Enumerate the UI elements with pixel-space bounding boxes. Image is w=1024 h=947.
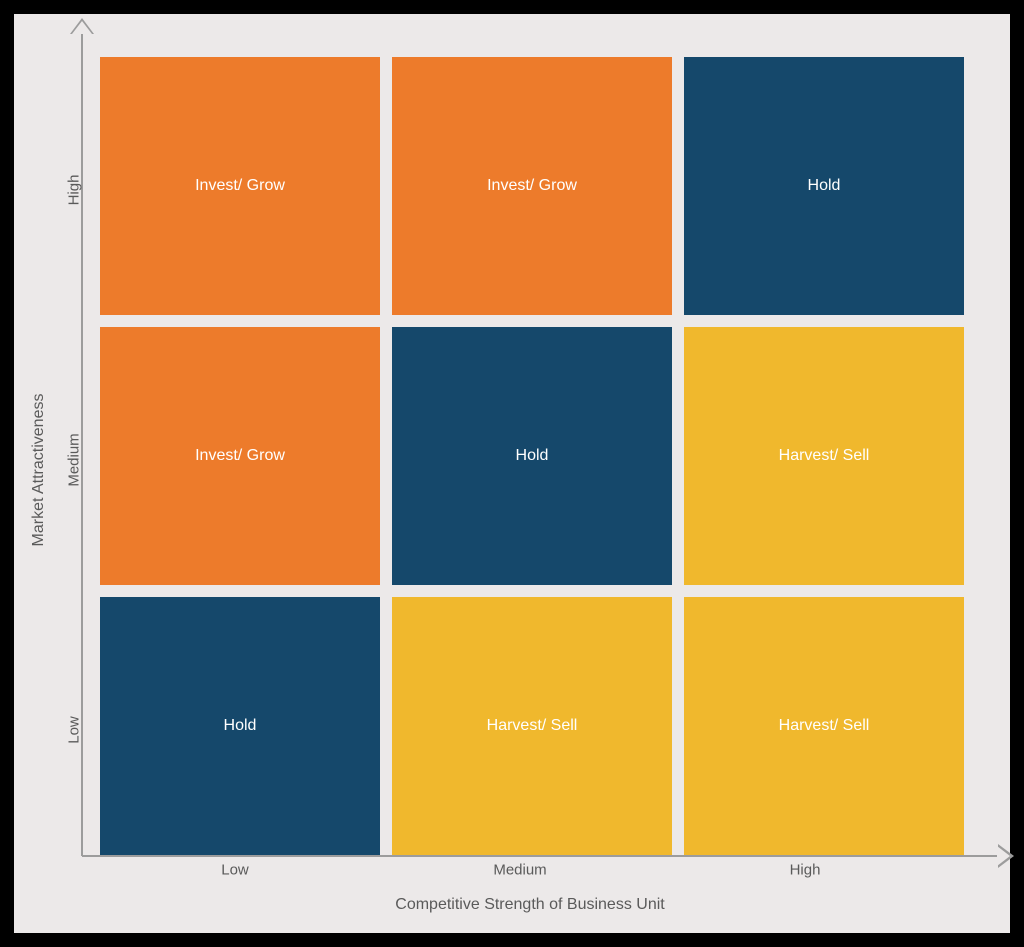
y-axis-tick: High	[66, 175, 83, 206]
x-axis-title: Competitive Strength of Business Unit	[395, 896, 664, 914]
matrix-cell: Harvest/ Sell	[392, 597, 672, 855]
y-axis-arrow	[70, 18, 94, 34]
x-axis-arrow	[998, 844, 1014, 868]
matrix-cell: Harvest/ Sell	[684, 327, 964, 585]
y-axis-title: Market Attractiveness	[30, 394, 48, 547]
matrix-cell: Hold	[100, 597, 380, 855]
matrix-cell: Hold	[684, 57, 964, 315]
x-axis-tick: Medium	[493, 862, 546, 879]
ge-matrix-grid: Invest/ GrowInvest/ GrowHoldInvest/ Grow…	[100, 57, 964, 855]
y-axis-tick: Medium	[66, 433, 83, 486]
x-axis-tick: High	[790, 862, 821, 879]
matrix-cell: Invest/ Grow	[392, 57, 672, 315]
matrix-cell: Invest/ Grow	[100, 327, 380, 585]
matrix-cell: Hold	[392, 327, 672, 585]
matrix-cell: Harvest/ Sell	[684, 597, 964, 855]
y-axis-tick: Low	[66, 716, 83, 744]
x-axis-tick: Low	[221, 862, 249, 879]
x-axis-line	[82, 855, 1000, 857]
matrix-cell: Invest/ Grow	[100, 57, 380, 315]
